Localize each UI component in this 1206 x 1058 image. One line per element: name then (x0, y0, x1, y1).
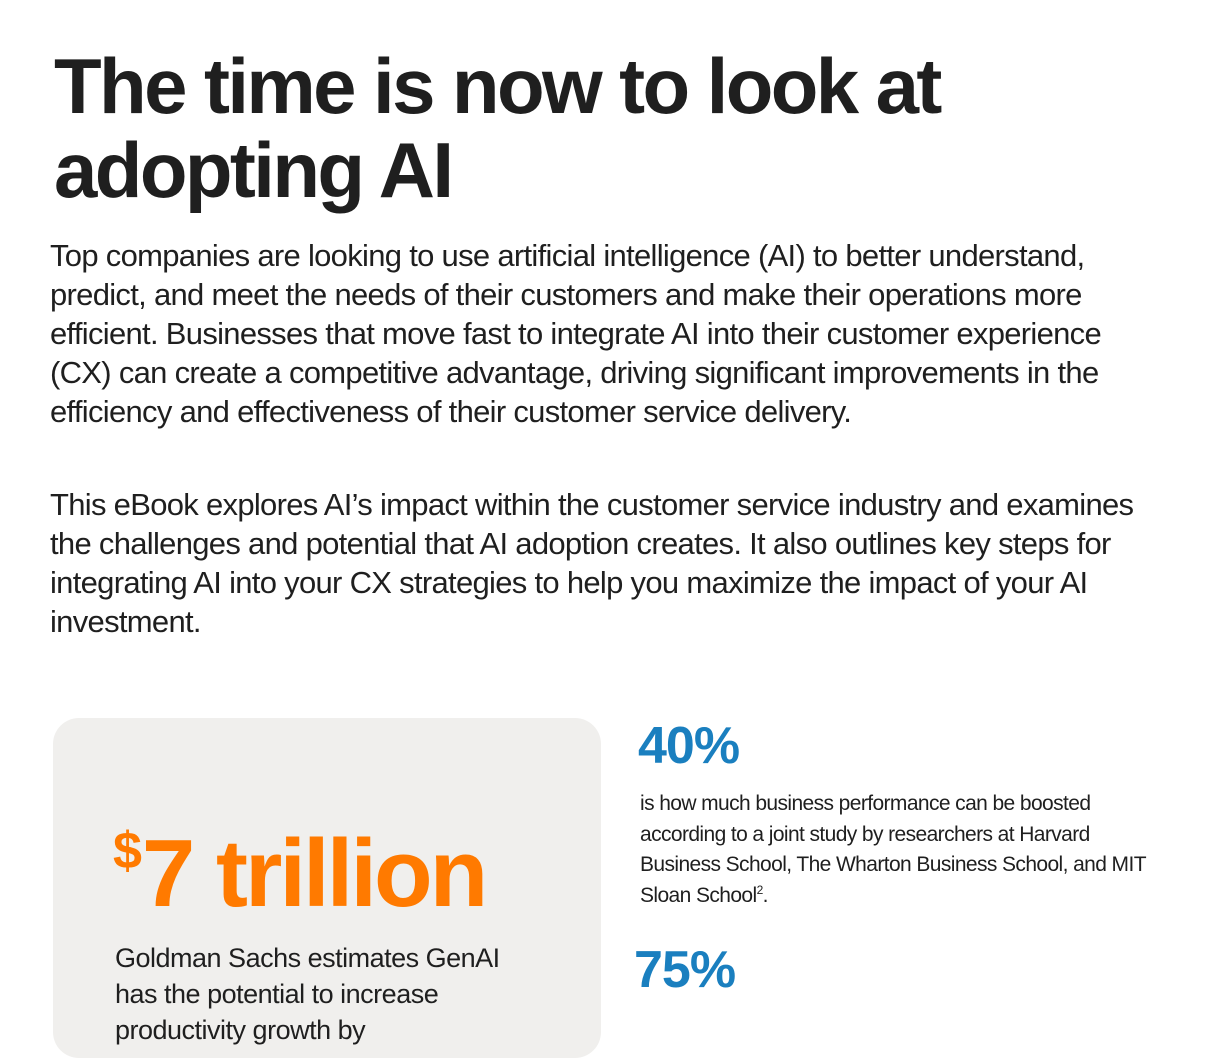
intro-paragraph-2: This eBook explores AI’s impact within t… (50, 487, 1134, 639)
stat-description-text: is how much business performance can be … (640, 792, 1146, 907)
footnote-marker: 2 (756, 882, 764, 897)
intro-paragraph-1: Top companies are looking to use artific… (50, 238, 1102, 429)
stat-card-text: Goldman Sachs estimates GenAI has the po… (115, 943, 500, 1045)
stat-description-period: . (762, 883, 769, 907)
stat-description-40: is how much business performance can be … (640, 789, 1170, 911)
stat-card: $7 trillion Goldman Sachs estimates GenA… (53, 718, 601, 1058)
page-title: The time is now to look at adopting AI (54, 42, 942, 214)
big-stat-number: 7 trillion (141, 820, 488, 927)
big-stat-value: $7 trillion (113, 796, 488, 929)
stat-value-40: 40% (638, 717, 740, 775)
currency-symbol: $ (113, 822, 142, 880)
stat-value-75: 75% (634, 941, 736, 999)
